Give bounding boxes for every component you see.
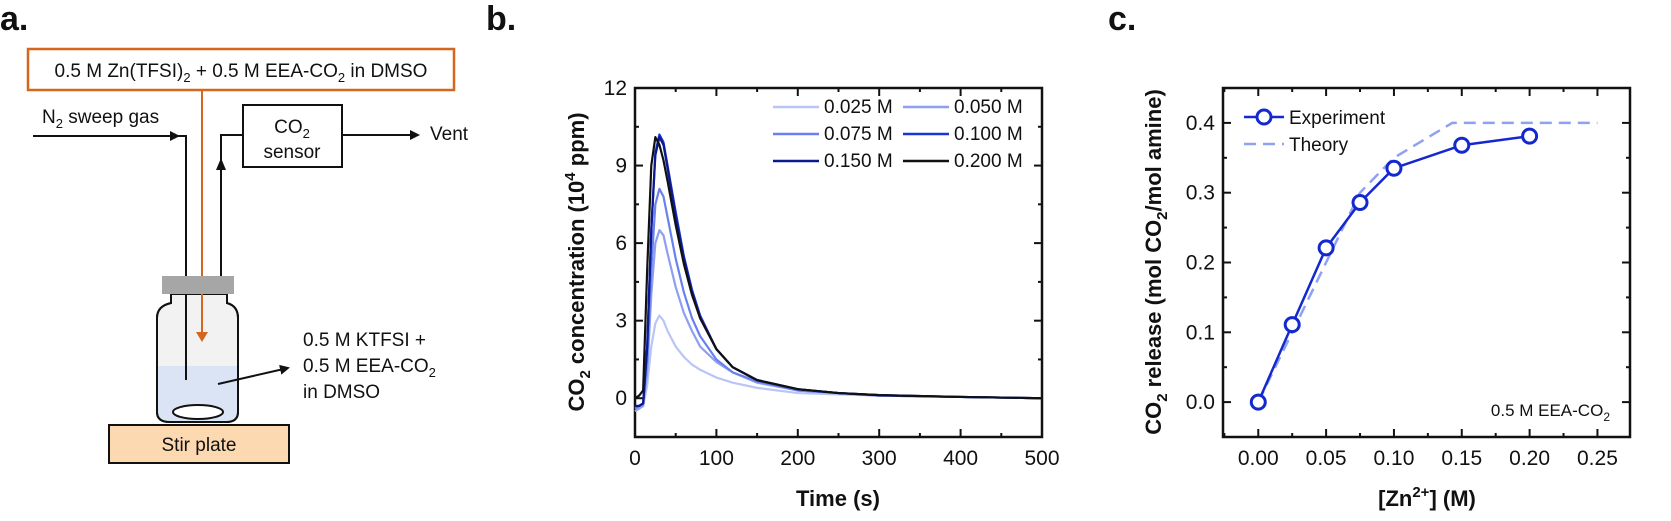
legend-label-theory: Theory (1289, 135, 1349, 156)
x-tick-label: 100 (699, 447, 734, 470)
y-tick-label: 0.0 (1186, 391, 1215, 414)
x-tick-label: 0 (629, 447, 641, 470)
x-tick-label: 0.25 (1577, 447, 1618, 470)
x-tick-label: 0.15 (1441, 447, 1482, 470)
y-tick-label: 6 (615, 232, 627, 255)
concentration-annotation: 0.5 M EEA-CO2 (1491, 401, 1610, 424)
solution-label-line3: in DMSO (303, 382, 380, 403)
series-line-0_025M (634, 314, 1043, 413)
plot-frame (1221, 86, 1632, 439)
series-line-0_200M (634, 136, 1043, 400)
legend-label: 0.100 M (954, 124, 1023, 145)
stir-plate (108, 424, 290, 464)
feed-solution-box (26, 47, 456, 92)
vial-cap (162, 276, 234, 294)
series-line-0_075M (634, 187, 1043, 410)
solution-pointer-arrow (217, 364, 290, 385)
co2-concentration-chart: CO2 concentration (104 ppm) Time (s) 0 10… (562, 77, 1060, 511)
y-tick-label: 0 (615, 387, 627, 410)
x-axis-title: Time (s) (796, 486, 880, 511)
x-tick-label: 300 (862, 447, 897, 470)
series-line-0_050M (634, 229, 1043, 413)
legend-label: 0.150 M (824, 151, 893, 172)
x-tick-label: 0.05 (1306, 447, 1347, 470)
y-tick-label: 0.3 (1186, 182, 1215, 205)
co2-sensor-label: CO2 (274, 117, 310, 141)
series-line-0_100M (635, 133, 1043, 408)
experiment-point (1385, 159, 1403, 177)
x-tick-label: 500 (1024, 447, 1059, 470)
stir-plate-label: Stir plate (162, 435, 237, 456)
sensor-label-line2: sensor (263, 142, 321, 163)
experiment-point (1521, 127, 1539, 145)
experiment-point (1249, 393, 1267, 411)
panel-label-a: a. (0, 0, 28, 38)
experiment-point (1283, 316, 1301, 334)
co2-release-chart: CO2 release (mol CO2/mol amine) [Zn2+] (… (1141, 86, 1632, 511)
feed-solution-label: 0.5 M Zn(TFSI)2 + 0.5 M EEA-CO2 in DMSO (55, 61, 428, 85)
legend-label: 0.200 M (954, 151, 1023, 172)
y-axis-title: CO2 concentration (104 ppm) (562, 112, 594, 411)
sweep-gas-label: N2 sweep gas (42, 107, 159, 131)
legend-label: 0.025 M (824, 97, 893, 118)
legend-marker-experiment (1255, 108, 1273, 126)
outlet-tube (220, 134, 243, 276)
x-tick-label: 0.20 (1509, 447, 1550, 470)
solution-label-line1: 0.5 M KTFSI + (303, 330, 426, 351)
outlet-arrow-icon (216, 158, 226, 170)
experiment-point (1317, 239, 1335, 257)
legend-label: 0.075 M (824, 124, 893, 145)
y-tick-label: 0.2 (1186, 252, 1215, 275)
y-tick-label: 12 (604, 77, 627, 100)
vent-label: Vent (430, 124, 469, 145)
y-tick-label: 9 (615, 155, 627, 178)
experiment-point (1453, 136, 1471, 154)
panel-label-b: b. (486, 0, 516, 38)
series-line-0_150M (635, 136, 1043, 408)
x-tick-label: 0.00 (1238, 447, 1279, 470)
y-tick-label: 0.1 (1186, 321, 1215, 344)
panel-label-c: c. (1108, 0, 1136, 38)
x-tick-label: 0.10 (1374, 447, 1415, 470)
x-tick-label: 200 (780, 447, 815, 470)
co2-sensor-box (242, 104, 343, 168)
x-tick-label: 400 (943, 447, 978, 470)
experiment-point (1351, 193, 1369, 211)
theory-line (1257, 121, 1598, 403)
y-tick-label: 0.4 (1186, 112, 1216, 135)
setup-diagram: 0.5 M Zn(TFSI)2 + 0.5 M EEA-CO2 in DMSO … (26, 47, 469, 464)
solution-label-line2: 0.5 M EEA-CO2 (303, 356, 436, 380)
stir-bar (172, 404, 224, 420)
x-axis-title: [Zn2+] (M) (1378, 484, 1476, 511)
legend-label-experiment: Experiment (1289, 108, 1386, 129)
y-tick-label: 3 (615, 310, 627, 333)
legend-label: 0.050 M (954, 97, 1023, 118)
y-axis-title: CO2 release (mol CO2/mol amine) (1141, 89, 1171, 435)
